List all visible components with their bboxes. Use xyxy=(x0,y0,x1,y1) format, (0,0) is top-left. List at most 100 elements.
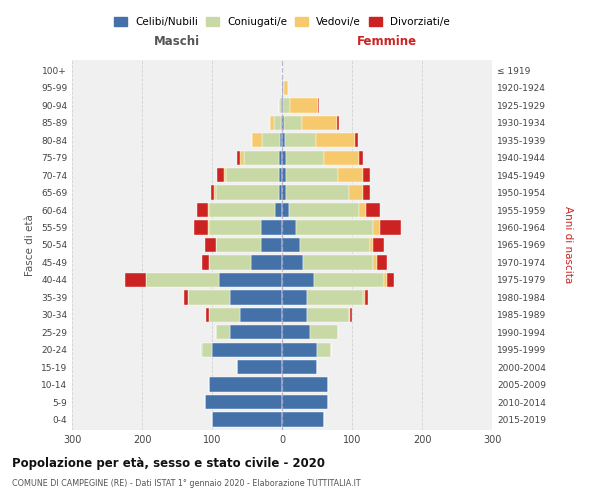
Bar xyxy=(202,256,209,270)
Bar xyxy=(202,342,212,357)
Bar xyxy=(270,116,274,130)
Bar xyxy=(282,220,296,234)
Bar xyxy=(278,168,282,182)
Bar xyxy=(282,150,286,165)
Bar xyxy=(289,203,359,217)
Bar xyxy=(278,186,282,200)
Bar xyxy=(282,98,283,112)
Bar xyxy=(208,220,209,234)
Bar xyxy=(383,273,387,287)
Text: Femmine: Femmine xyxy=(357,35,417,48)
Bar xyxy=(284,116,302,130)
Bar xyxy=(370,238,373,252)
Bar xyxy=(240,150,244,165)
Bar xyxy=(283,98,290,112)
Bar xyxy=(215,325,229,340)
Bar xyxy=(229,290,282,304)
Bar xyxy=(206,308,209,322)
Legend: Celibi/Nubili, Coniugati/e, Vedovi/e, Divorziati/e: Celibi/Nubili, Coniugati/e, Vedovi/e, Di… xyxy=(114,17,450,28)
Bar xyxy=(283,81,284,95)
Bar xyxy=(282,203,289,217)
Bar xyxy=(211,186,214,200)
Bar xyxy=(215,186,278,200)
Bar xyxy=(146,273,219,287)
Text: Popolazione per età, sesso e stato civile - 2020: Popolazione per età, sesso e stato civil… xyxy=(12,456,325,469)
Bar xyxy=(282,133,285,148)
Bar xyxy=(278,150,282,165)
Bar xyxy=(373,220,380,234)
Y-axis label: Fasce di età: Fasce di età xyxy=(25,214,35,276)
Bar xyxy=(296,220,373,234)
Bar xyxy=(316,133,355,148)
Bar xyxy=(209,308,240,322)
Bar xyxy=(284,81,287,95)
Bar xyxy=(362,186,370,200)
Bar xyxy=(302,116,337,130)
Bar xyxy=(205,238,215,252)
Bar xyxy=(240,308,282,322)
Bar xyxy=(208,203,209,217)
Bar xyxy=(187,290,229,304)
Bar xyxy=(373,256,377,270)
Bar xyxy=(355,133,358,148)
Bar xyxy=(201,342,202,357)
Bar xyxy=(280,133,282,148)
Bar xyxy=(299,238,370,252)
Bar xyxy=(290,98,319,112)
Bar xyxy=(219,273,282,287)
Bar xyxy=(282,395,328,409)
Bar xyxy=(251,256,282,270)
Bar xyxy=(377,256,387,270)
Bar xyxy=(286,186,349,200)
Bar xyxy=(307,308,349,322)
Bar xyxy=(365,290,368,304)
Bar xyxy=(205,395,282,409)
Bar xyxy=(303,256,373,270)
Bar xyxy=(229,325,282,340)
Bar xyxy=(197,203,208,217)
Bar xyxy=(282,325,310,340)
Bar xyxy=(278,98,279,112)
Bar xyxy=(362,168,370,182)
Bar xyxy=(281,98,282,112)
Bar xyxy=(338,168,362,182)
Bar xyxy=(285,133,316,148)
Bar xyxy=(274,116,281,130)
Bar xyxy=(209,203,275,217)
Bar xyxy=(282,168,286,182)
Bar xyxy=(349,186,362,200)
Bar xyxy=(362,290,365,304)
Bar xyxy=(282,290,307,304)
Text: Maschi: Maschi xyxy=(154,35,200,48)
Bar xyxy=(337,116,339,130)
Bar xyxy=(262,133,280,148)
Bar xyxy=(236,150,240,165)
Bar xyxy=(184,290,187,304)
Text: COMUNE DI CAMPEGINE (RE) - Dati ISTAT 1° gennaio 2020 - Elaborazione TUTTITALIA.: COMUNE DI CAMPEGINE (RE) - Dati ISTAT 1°… xyxy=(12,479,361,488)
Bar xyxy=(244,150,278,165)
Bar xyxy=(215,238,261,252)
Bar xyxy=(373,238,383,252)
Bar xyxy=(286,168,338,182)
Bar xyxy=(279,98,281,112)
Bar xyxy=(282,116,284,130)
Bar xyxy=(380,220,401,234)
Bar xyxy=(209,378,282,392)
Bar xyxy=(350,308,352,322)
Bar xyxy=(194,220,208,234)
Bar xyxy=(359,203,366,217)
Bar xyxy=(125,273,146,287)
Bar xyxy=(282,186,286,200)
Bar xyxy=(282,342,317,357)
Bar xyxy=(282,378,328,392)
Bar xyxy=(214,186,215,200)
Bar xyxy=(282,308,307,322)
Bar xyxy=(282,273,314,287)
Bar xyxy=(212,412,282,426)
Bar xyxy=(282,360,317,374)
Bar xyxy=(359,150,362,165)
Bar xyxy=(224,168,226,182)
Bar xyxy=(282,412,324,426)
Bar xyxy=(275,203,282,217)
Bar xyxy=(209,256,251,270)
